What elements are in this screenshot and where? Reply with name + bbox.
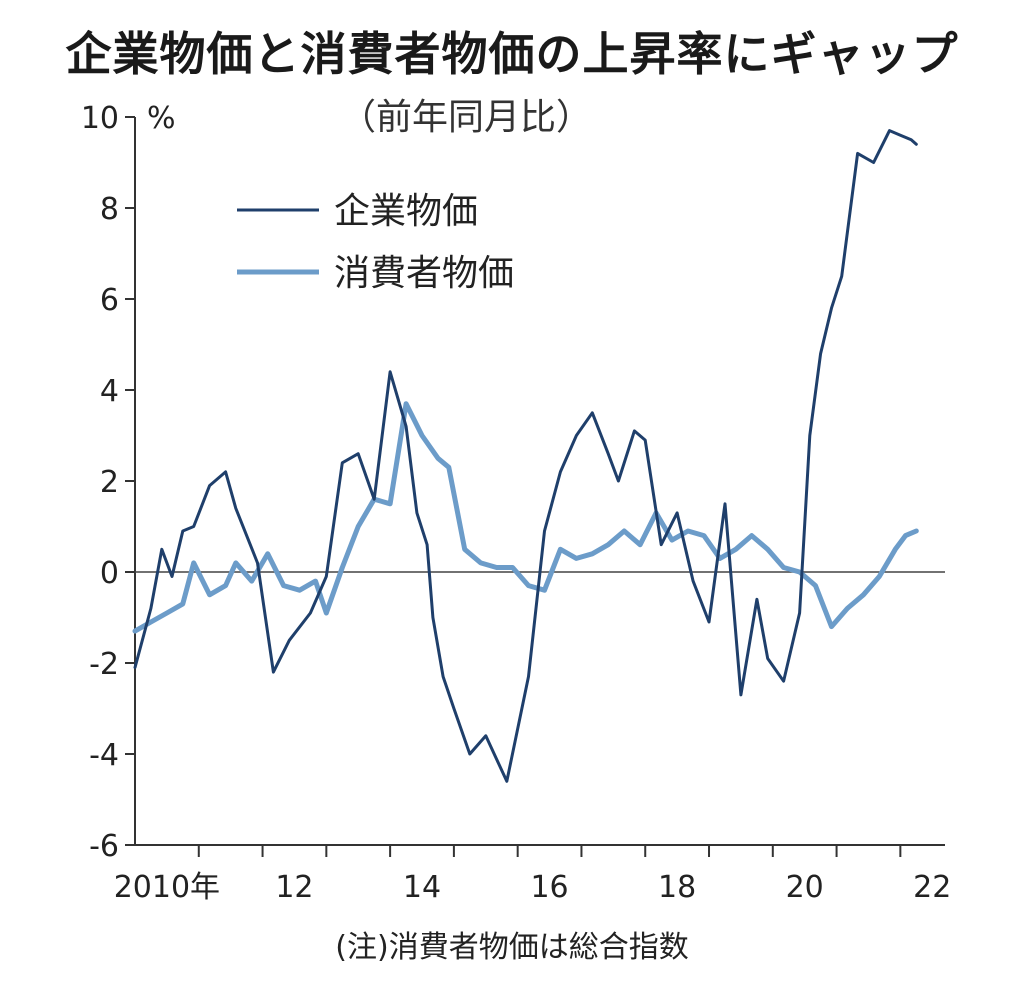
y-tick-label: 2 [100, 465, 119, 500]
legend-label-consumer-price: 消費者物価 [334, 253, 514, 294]
legend-label-corporate-price: 企業物価 [334, 191, 478, 232]
x-tick-label: 16 [530, 870, 568, 905]
series-line-corporate-price [135, 131, 916, 782]
y-tick-label: 10 [81, 101, 119, 136]
y-tick-label: -4 [89, 738, 119, 773]
y-tick-label: -6 [89, 829, 119, 864]
x-tick-label: 18 [658, 870, 696, 905]
y-tick-label: 4 [100, 374, 119, 409]
y-unit-label: % [147, 101, 176, 136]
y-tick-label: 0 [100, 556, 119, 591]
x-tick-label: 20 [786, 870, 824, 905]
chart-note: (注)消費者物価は総合指数 [0, 922, 1024, 966]
chart-series [135, 131, 916, 782]
y-tick-label: 6 [100, 283, 119, 318]
x-tick-label: 2010年 [114, 870, 220, 905]
x-tick-label: 14 [403, 870, 441, 905]
x-tick-label: 12 [275, 870, 313, 905]
y-tick-label: -2 [89, 647, 119, 682]
x-tick-label: 22 [913, 870, 951, 905]
y-tick-label: 8 [100, 192, 119, 227]
